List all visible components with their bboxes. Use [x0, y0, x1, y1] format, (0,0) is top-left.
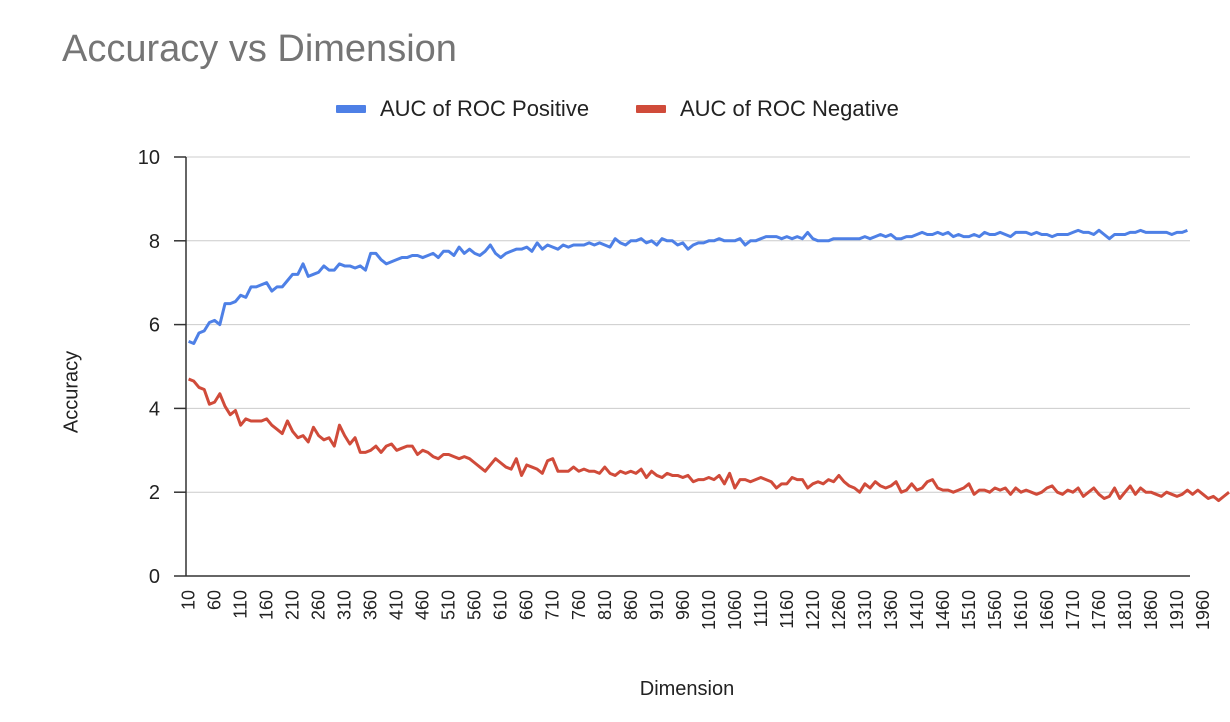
x-tick-label-1410: 1410 — [907, 590, 927, 630]
x-tick-label-710: 710 — [543, 590, 563, 620]
x-tick-label-510: 510 — [439, 590, 459, 620]
series-line-positive — [188, 228, 1188, 345]
x-tick-label-1760: 1760 — [1089, 590, 1109, 630]
x-tick-label-660: 660 — [517, 590, 537, 620]
x-tick-label-160: 160 — [257, 590, 277, 620]
x-tick-label-860: 860 — [621, 590, 641, 620]
x-tick-label-1060: 1060 — [725, 590, 745, 630]
x-tick-label-1960: 1960 — [1193, 590, 1213, 630]
x-axis-label: Dimension — [639, 678, 735, 700]
x-tick-label-60: 60 — [205, 590, 225, 610]
x-tick-label-210: 210 — [283, 590, 303, 620]
x-tick-label-1510: 1510 — [959, 590, 979, 630]
x-tick-label-560: 560 — [465, 590, 485, 620]
x-tick-label-960: 960 — [673, 590, 693, 620]
x-tick-label-910: 910 — [647, 590, 667, 620]
y-tick-label-4: 4 — [149, 398, 160, 420]
series-line-negative — [188, 377, 1230, 503]
chart-title: Accuracy vs Dimension — [62, 28, 457, 70]
x-tick-label-1710: 1710 — [1063, 590, 1083, 630]
x-tick-label-260: 260 — [309, 590, 329, 620]
x-tick-label-810: 810 — [595, 590, 615, 620]
y-tick-label-8: 8 — [149, 231, 160, 253]
y-tick-label-2: 2 — [149, 482, 160, 504]
legend-label-positive: AUC of ROC Positive — [380, 96, 590, 121]
x-tick-label-760: 760 — [569, 590, 589, 620]
x-tick-label-1910: 1910 — [1167, 590, 1187, 630]
legend-item-positive[interactable]: AUC of ROC Positive — [336, 96, 589, 122]
legend-swatch-negative — [636, 105, 666, 113]
x-tick-label-1310: 1310 — [855, 590, 875, 630]
x-tick-label-1460: 1460 — [933, 590, 953, 630]
x-tick-label-1360: 1360 — [881, 590, 901, 630]
x-tick-label-1810: 1810 — [1115, 590, 1135, 630]
x-tick-label-1110: 1110 — [751, 590, 771, 627]
x-tick-label-1010: 1010 — [699, 590, 719, 630]
x-tick-label-460: 460 — [413, 590, 433, 620]
x-tick-label-310: 310 — [335, 590, 355, 620]
x-tick-label-1560: 1560 — [985, 590, 1005, 630]
x-tick-label-1260: 1260 — [829, 590, 849, 630]
legend-item-negative[interactable]: AUC of ROC Negative — [636, 96, 899, 122]
x-tick-label-110: 110 — [231, 590, 251, 619]
x-tick-label-10: 10 — [179, 590, 199, 610]
y-tick-label-0: 0 — [149, 566, 160, 588]
legend: AUC of ROC Positive AUC of ROC Negative — [0, 96, 1230, 122]
x-tick-label-360: 360 — [361, 590, 381, 620]
x-tick-label-1210: 1210 — [803, 590, 823, 630]
x-tick-label-1160: 1160 — [777, 590, 797, 629]
x-tick-label-610: 610 — [491, 590, 511, 620]
x-tick-label-410: 410 — [387, 590, 407, 620]
x-tick-label-1610: 1610 — [1011, 590, 1031, 630]
legend-label-negative: AUC of ROC Negative — [680, 96, 899, 121]
x-tick-label-1660: 1660 — [1037, 590, 1057, 630]
legend-swatch-positive — [336, 105, 366, 113]
y-tick-label-6: 6 — [149, 315, 160, 337]
y-tick-label-10: 10 — [138, 147, 160, 169]
x-tick-label-1860: 1860 — [1141, 590, 1161, 630]
